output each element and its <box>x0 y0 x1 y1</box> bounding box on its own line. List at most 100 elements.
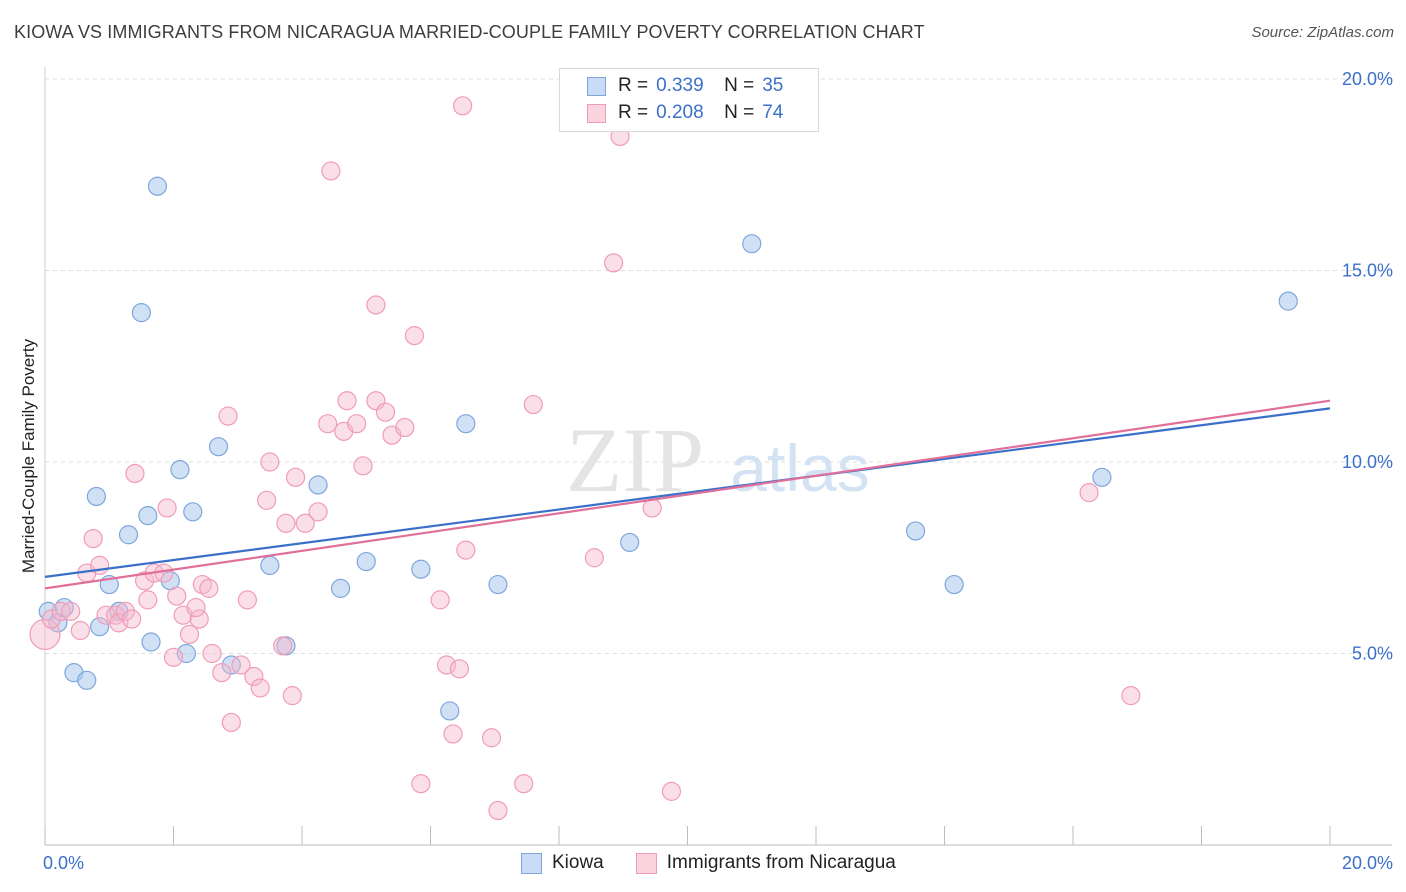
r-value: 0.208 <box>656 102 704 123</box>
r-label: R = <box>618 75 649 96</box>
kiowa-point <box>131 303 151 323</box>
nicaragua-point <box>295 513 315 533</box>
kiowa-point <box>141 632 161 652</box>
x-tick-label-min: 0.0% <box>43 853 84 873</box>
kiowa-point <box>742 234 762 254</box>
legend-row-kiowa: R = 0.339 N = 35 <box>587 74 783 98</box>
x-tick-label-max: 20.0% <box>1342 853 1393 873</box>
nicaragua-point <box>523 394 543 415</box>
nicaragua-point <box>404 326 425 346</box>
legend-item-kiowa[interactable]: Kiowa <box>521 852 604 874</box>
nicaragua-point <box>138 590 158 610</box>
nicaragua-point <box>481 728 502 748</box>
kiowa-legend-swatch <box>521 852 542 874</box>
nicaragua-point <box>366 295 386 315</box>
kiowa-point <box>411 559 431 579</box>
legend-row-nicaragua: R = 0.208 N = 74 <box>587 101 783 125</box>
nicaragua-point <box>353 456 373 476</box>
nicaragua-point <box>318 414 338 434</box>
kiowa-point <box>176 643 196 664</box>
gridlines <box>45 78 1392 654</box>
kiowa-swatch <box>587 76 606 96</box>
legend-item-nicaragua[interactable]: Immigrants from Nicaragua <box>635 852 896 874</box>
nicaragua-point <box>250 678 270 698</box>
kiowa-point <box>1278 291 1298 311</box>
points-nicaragua <box>29 96 1141 821</box>
nicaragua-point <box>456 540 476 560</box>
kiowa-point <box>356 551 376 572</box>
nicaragua-point <box>273 636 293 656</box>
nicaragua-point <box>218 406 238 426</box>
nicaragua-point <box>347 414 367 434</box>
nicaragua-point <box>375 402 396 422</box>
kiowa-point <box>147 176 168 196</box>
nicaragua-point <box>661 781 682 801</box>
legend-label-nicaragua: Immigrants from Nicaragua <box>666 852 896 873</box>
n-label: N = <box>724 75 755 96</box>
nicaragua-point <box>157 498 177 518</box>
nicaragua-point <box>202 643 222 664</box>
axes <box>44 67 1392 846</box>
nicaragua-point <box>260 452 280 472</box>
trend-line-kiowa <box>44 407 1331 578</box>
nicaragua-point <box>443 724 463 744</box>
kiowa-point <box>86 486 107 507</box>
r-value: 0.339 <box>656 75 704 96</box>
nicaragua-point <box>109 613 129 633</box>
n-value: 35 <box>762 75 784 96</box>
kiowa-point <box>118 525 139 545</box>
kiowa-point <box>308 475 328 495</box>
points-kiowa <box>38 176 1298 721</box>
kiowa-point <box>1092 467 1112 487</box>
kiowa-point <box>77 670 97 690</box>
nicaragua-point <box>411 774 431 794</box>
nicaragua-point <box>83 528 103 549</box>
kiowa-point <box>620 532 640 553</box>
chart-title: KIOWA VS IMMIGRANTS FROM NICARAGUA MARRI… <box>14 22 925 42</box>
kiowa-point <box>456 414 476 434</box>
series-legend: Kiowa Immigrants from Nicaragua <box>521 852 928 874</box>
nicaragua-point <box>282 686 302 706</box>
kiowa-point <box>183 502 203 522</box>
nicaragua-point <box>186 597 206 618</box>
nicaragua-point <box>1121 686 1141 706</box>
nicaragua-point <box>1079 483 1099 503</box>
nicaragua-point <box>436 655 457 675</box>
n-value: 74 <box>762 102 784 123</box>
nicaragua-point <box>453 96 473 116</box>
nicaragua-point <box>321 161 341 181</box>
nicaragua-point <box>584 548 604 568</box>
nicaragua-point <box>125 463 145 484</box>
nicaragua-point <box>221 712 241 733</box>
kiowa-point <box>905 521 926 541</box>
nicaragua-point <box>154 563 174 583</box>
nicaragua-point <box>29 618 61 650</box>
n-label: N = <box>724 102 755 123</box>
kiowa-point <box>208 437 229 457</box>
nicaragua-point <box>244 666 264 687</box>
kiowa-point <box>170 460 190 480</box>
legend-label-kiowa: Kiowa <box>552 852 604 873</box>
source-label: Source: ZipAtlas.com <box>1251 24 1394 41</box>
kiowa-point <box>221 655 241 675</box>
nicaragua-point <box>604 253 624 273</box>
nicaragua-legend-swatch <box>635 852 657 874</box>
nicaragua-point <box>488 800 508 821</box>
kiowa-point <box>260 555 280 576</box>
nicaragua-point <box>189 609 209 629</box>
nicaragua-point <box>395 417 415 438</box>
nicaragua-point <box>61 601 81 621</box>
y-tick-label: 15.0% <box>1342 261 1393 281</box>
y-tick-label: 20.0% <box>1342 69 1393 89</box>
nicaragua-point <box>70 620 90 641</box>
tick-labels: 5.0% 10.0% 15.0% 20.0% 0.0% 20.0% <box>43 69 1393 873</box>
nicaragua-point <box>115 601 135 621</box>
kiowa-point <box>440 701 460 721</box>
nicaragua-point <box>231 655 251 675</box>
kiowa-point <box>944 574 964 595</box>
trend-lines <box>44 399 1331 590</box>
nicaragua-point <box>257 490 277 510</box>
nicaragua-point <box>51 601 71 621</box>
nicaragua-point <box>41 609 62 629</box>
